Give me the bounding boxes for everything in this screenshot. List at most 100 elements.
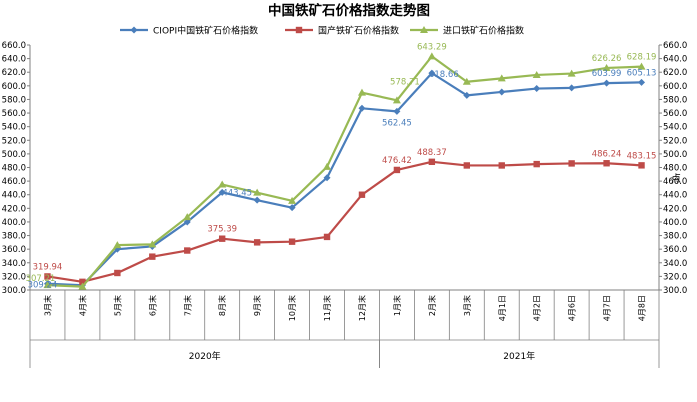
left-tick-label: 660.0 xyxy=(2,41,26,51)
right-tick-label: 600.0 xyxy=(663,82,687,92)
data-label: 486.24 xyxy=(592,149,622,159)
series-point xyxy=(253,196,261,204)
right-tick-label: 360.0 xyxy=(663,245,687,255)
series-point xyxy=(114,269,121,277)
left-tick-label: 320.0 xyxy=(2,272,26,282)
right-tick-label: 320.0 xyxy=(663,272,687,282)
series-point xyxy=(638,78,646,86)
data-label: 643.29 xyxy=(417,42,447,52)
series-point xyxy=(44,273,51,280)
series-point xyxy=(567,69,576,77)
x-tick-label: 7月末 xyxy=(182,295,192,316)
series-point xyxy=(183,218,191,226)
legend-marker xyxy=(130,26,138,34)
left-tick-label: 540.0 xyxy=(2,123,26,133)
x-tick-label: 4月6日 xyxy=(568,295,577,321)
series-point xyxy=(533,160,540,168)
right-tick-label: 540.0 xyxy=(663,123,687,133)
series-point xyxy=(288,204,296,212)
series-point xyxy=(602,63,611,71)
series-point xyxy=(218,180,227,188)
x-tick-label: 4月7日 xyxy=(603,295,612,321)
left-tick-label: 420.0 xyxy=(2,204,26,214)
data-label: 578.71 xyxy=(390,77,420,87)
series-point xyxy=(253,188,262,196)
left-tick-label: 440.0 xyxy=(2,191,26,201)
x-tick-label: 4月8日 xyxy=(638,295,647,321)
left-tick-label: 600.0 xyxy=(2,82,26,92)
x-tick-label: 3月末 xyxy=(42,295,52,316)
legend-entry: CIOPI中国铁矿石价格指数 xyxy=(153,25,258,37)
chart-title: 中国铁矿石价格指数走势图 xyxy=(268,2,430,19)
right-tick-label: 460.0 xyxy=(663,177,687,187)
series-point xyxy=(637,62,646,70)
x-tick-label: 8月末 xyxy=(217,295,227,316)
series-line xyxy=(47,55,642,288)
x-tick-label: 10月末 xyxy=(287,295,297,321)
right-axis-unit: 点 xyxy=(671,173,681,185)
data-label: 488.37 xyxy=(417,148,447,158)
series-point xyxy=(253,239,261,246)
data-label: 605.13 xyxy=(627,68,657,78)
series-point xyxy=(149,253,156,260)
right-tick-label: 340.0 xyxy=(663,259,687,269)
x-tick-label: 2月末 xyxy=(427,295,437,316)
legend-marker xyxy=(295,26,303,34)
data-label: 307.21 xyxy=(26,274,56,284)
series-point xyxy=(323,162,332,170)
right-tick-label: 520.0 xyxy=(663,136,687,146)
left-tick-label: 380.0 xyxy=(2,232,26,242)
series-point xyxy=(463,162,471,169)
left-tick-label: 620.0 xyxy=(2,68,26,78)
data-label: 375.39 xyxy=(207,225,237,235)
series-point xyxy=(218,235,226,242)
legend-entry: 进口铁矿石价格指数 xyxy=(443,25,524,37)
right-tick-label: 660.0 xyxy=(663,41,687,51)
data-label: 443.45 xyxy=(222,188,252,198)
series-line xyxy=(47,72,642,287)
right-tick-label: 420.0 xyxy=(663,204,687,214)
x-tick-label: 12月末 xyxy=(357,295,367,321)
series-point xyxy=(183,213,192,221)
left-tick-label: 500.0 xyxy=(2,150,26,160)
series-2 xyxy=(44,158,645,286)
series-point xyxy=(532,70,541,78)
series-point xyxy=(603,160,610,167)
series-3 xyxy=(43,52,646,290)
left-tick-label: 560.0 xyxy=(2,109,26,119)
series-point xyxy=(463,91,471,99)
legend: CIOPI中国铁矿石价格指数 国产铁矿石价格指数 进口铁矿石价格指数 xyxy=(120,25,524,37)
series-point xyxy=(323,174,331,182)
data-label: 618.66 xyxy=(429,70,459,80)
right-tick-label: 560.0 xyxy=(663,109,687,119)
data-label: 476.42 xyxy=(382,156,412,166)
series-point xyxy=(358,191,366,198)
series-point xyxy=(78,282,87,290)
series-point xyxy=(392,96,401,104)
right-tick-label: 300.0 xyxy=(663,286,687,296)
axes: 300.0 300.0 320.0 320.0 340.0 340.0 360.0 360.0… xyxy=(2,41,687,368)
x-tick-label: 4月末 xyxy=(77,295,87,316)
series-point xyxy=(393,166,401,174)
series-point xyxy=(638,162,645,169)
series-line xyxy=(47,160,642,283)
right-tick-label: 500.0 xyxy=(663,150,687,160)
year-label: 2021年 xyxy=(503,350,535,362)
series-point xyxy=(498,88,506,96)
right-tick-label: 480.0 xyxy=(663,164,687,174)
series-point xyxy=(357,88,366,96)
series-point xyxy=(79,278,86,286)
legend-marker xyxy=(420,26,428,33)
legend-entry: 国产铁矿石价格指数 xyxy=(318,25,399,37)
left-tick-label: 340.0 xyxy=(2,259,26,269)
x-tick-label: 9月末 xyxy=(252,295,262,316)
x-tick-label: 4月1日 xyxy=(498,295,507,321)
left-tick-label: 300.0 xyxy=(2,286,26,296)
right-tick-label: 580.0 xyxy=(663,95,687,105)
data-label: 603.99 xyxy=(592,69,622,79)
x-tick-label: 6月末 xyxy=(147,295,157,316)
right-tick-label: 440.0 xyxy=(663,191,687,201)
data-label: 483.15 xyxy=(627,151,657,161)
series-point xyxy=(497,74,506,82)
series-point xyxy=(184,247,191,254)
